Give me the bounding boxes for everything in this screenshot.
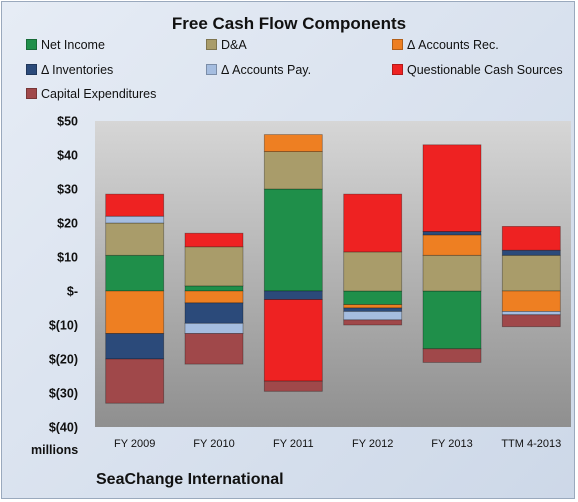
y-tick-label: $10 <box>57 251 78 265</box>
legend-item-da: D&A <box>206 38 247 52</box>
bar-segment <box>184 246 244 287</box>
legend-label: Δ Inventories <box>41 63 114 77</box>
bar-segment <box>422 254 482 292</box>
x-tick-label: FY 2009 <box>114 438 155 450</box>
chart-title: Free Cash Flow Components <box>171 14 407 33</box>
x-tick-label: FY 2011 <box>273 438 314 450</box>
plot-area <box>95 121 571 427</box>
legend-swatch <box>26 39 37 50</box>
y-tick-label: $(10) <box>49 319 78 333</box>
legend-label: Capital Expenditures <box>41 87 157 101</box>
legend-swatch <box>206 64 217 75</box>
bar-segment <box>263 299 323 382</box>
legend-label: Net Income <box>41 38 105 52</box>
bar-segment <box>343 193 403 253</box>
bar-segment <box>184 333 244 365</box>
legend-item-net-income: Net Income <box>26 38 105 52</box>
bar-segment <box>343 319 403 326</box>
bar-segment <box>184 302 244 324</box>
bar-segment <box>422 348 482 363</box>
legend-item-capex: Capital Expenditures <box>26 87 156 101</box>
bar-segment <box>263 188 323 292</box>
bar-segment <box>343 310 403 321</box>
legend-label: Δ Accounts Rec. <box>407 38 499 52</box>
bar-segment <box>105 222 165 256</box>
bar-segment <box>343 251 403 292</box>
legend-item-accounts-rec: Δ Accounts Rec. <box>392 38 499 52</box>
x-tick-label: FY 2012 <box>352 438 393 450</box>
bar-segment <box>343 304 403 309</box>
y-tick-label: $50 <box>57 115 78 129</box>
bar-segment <box>184 322 244 334</box>
y-tick-label: $20 <box>57 217 78 231</box>
bar-segment <box>263 151 323 190</box>
bar-segment <box>184 285 244 292</box>
legend-swatch <box>26 88 37 99</box>
x-tick-label: FY 2010 <box>193 438 234 450</box>
legend-item-accounts-pay: Δ Accounts Pay. <box>206 63 311 77</box>
bar-segment <box>263 290 323 300</box>
bar-segment <box>501 225 561 251</box>
y-tick-label: $(20) <box>49 353 78 367</box>
bar-segment <box>343 290 403 306</box>
legend-item-questionable-cash: Questionable Cash Sources <box>392 63 563 77</box>
legend-swatch <box>206 39 217 50</box>
legend-swatch <box>392 39 403 50</box>
bar-segment <box>263 380 323 392</box>
legend-swatch <box>392 64 403 75</box>
legend-label: D&A <box>221 38 247 52</box>
bar-segment <box>184 290 244 304</box>
bar-segment <box>501 310 561 316</box>
y-tick-label: $(30) <box>49 387 78 401</box>
y-tick-label: $40 <box>57 149 78 163</box>
y-axis-units-label: millions <box>31 443 79 457</box>
bar-segment <box>501 254 561 292</box>
bar-segment <box>105 290 165 334</box>
x-tick-label: TTM 4-2013 <box>501 438 561 450</box>
bar-segment <box>263 134 323 153</box>
bar-segment <box>501 314 561 328</box>
bar-segment <box>501 249 561 256</box>
bar-segment <box>422 234 482 256</box>
bar-segment <box>422 290 482 350</box>
bar-segment <box>105 215 165 224</box>
bar-segment <box>105 193 165 217</box>
bar-segment <box>501 290 561 312</box>
legend-item-inventories: Δ Inventories <box>26 63 113 77</box>
bar-segment <box>105 333 165 360</box>
bar-segment <box>105 254 165 292</box>
legend-label: Questionable Cash Sources <box>407 63 563 77</box>
legend-swatch <box>26 64 37 75</box>
bar-segment <box>422 144 482 232</box>
bar-segment <box>184 232 244 248</box>
x-tick-label: FY 2013 <box>431 438 472 450</box>
y-tick-label: $30 <box>57 183 78 197</box>
company-name: SeaChange International <box>96 471 284 488</box>
y-tick-label: $(40) <box>49 421 78 435</box>
bar-segment <box>105 358 165 404</box>
bar-segment <box>422 231 482 236</box>
bar-segment <box>343 307 403 312</box>
legend-label: Δ Accounts Pay. <box>221 63 312 77</box>
y-tick-label: $- <box>67 285 78 299</box>
